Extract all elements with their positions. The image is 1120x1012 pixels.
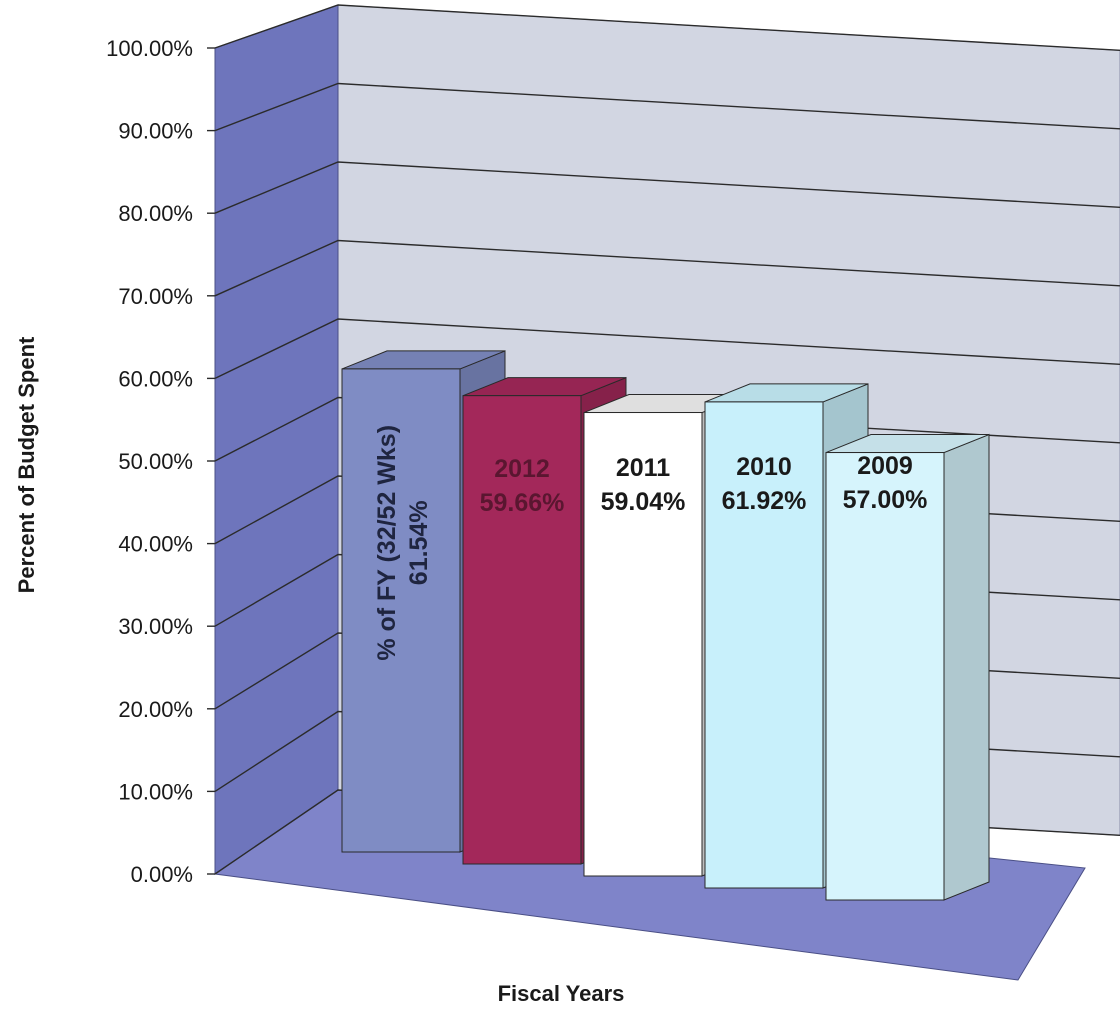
bar-label-line1: 2010	[736, 453, 792, 481]
y-tick-label: 20.00%	[118, 697, 193, 722]
y-tick-label: 50.00%	[118, 449, 193, 474]
y-tick-label: 90.00%	[118, 119, 193, 144]
bar-label-line1: 2012	[494, 455, 550, 483]
gridline	[214, 318, 1120, 380]
gridline	[214, 239, 1120, 297]
bar-front-face	[583, 412, 703, 877]
chart-bars: % of FY (32/52 Wks) 61.54% 2012 59.66% 2011 5…	[341, 350, 990, 901]
y-tick-label: 40.00%	[118, 532, 193, 557]
y-axis-ticks: 0.00% 10.00% 20.00% 30.00% 40.00% 50.00% 60.00…	[106, 36, 215, 887]
y-tick-label: 0.00%	[131, 862, 193, 887]
bar-side-face	[943, 433, 990, 901]
bar-label-line2: 61.92%	[722, 487, 807, 515]
bar-front-face	[825, 452, 945, 901]
bar-label-line2: 59.66%	[480, 489, 565, 517]
side-wall	[214, 4, 339, 875]
bar-label-line1: 2011	[616, 454, 670, 482]
y-axis-title: Percent of Budget Spent	[14, 336, 39, 593]
bar-front-face	[704, 401, 824, 889]
bar-front-face	[462, 395, 582, 865]
x-axis-title: Fiscal Years	[498, 981, 625, 1006]
y-tick-label: 60.00%	[118, 366, 193, 391]
y-tick-label: 30.00%	[118, 614, 193, 639]
y-tick-label: 10.00%	[118, 779, 193, 804]
bar-front-face	[341, 368, 461, 853]
y-tick-label: 80.00%	[118, 201, 193, 226]
bar-5: 2009 57.00%	[825, 433, 990, 901]
bar-label-line1: 2009	[857, 452, 913, 480]
bar-label-line2: 57.00%	[843, 486, 928, 514]
y-tick-label: 100.00%	[106, 36, 193, 61]
bar-label-line2: 61.54%	[405, 500, 433, 585]
bar-label-line2: 59.04%	[601, 488, 686, 516]
gridline	[214, 82, 1120, 132]
gridline	[214, 4, 1120, 52]
gridline	[214, 161, 1120, 214]
bar-label-line1: % of FY (32/52 Wks)	[373, 425, 401, 661]
y-tick-label: 70.00%	[118, 284, 193, 309]
